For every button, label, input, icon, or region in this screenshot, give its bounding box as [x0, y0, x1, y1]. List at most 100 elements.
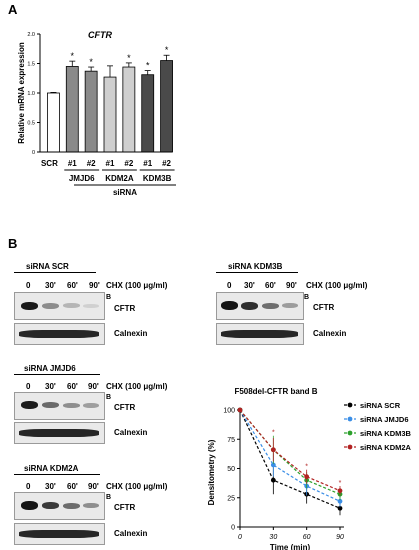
category-label: #1	[106, 159, 115, 168]
time-0: 0	[227, 281, 232, 290]
cftr-band	[42, 303, 59, 309]
data-point	[337, 498, 343, 504]
legend-marker	[347, 444, 353, 450]
chx-label: CHX (100 μg/ml)	[106, 281, 168, 290]
time-0: 0	[26, 382, 31, 391]
band-b-label: B	[106, 394, 112, 401]
data-point	[270, 447, 276, 453]
time-60: 60'	[67, 482, 78, 491]
cftr-label: CFTR	[114, 403, 136, 412]
y-tick-label: 1.5	[27, 62, 35, 68]
y-tick-label: 75	[227, 437, 235, 444]
blot-cftr-jmjd6	[14, 392, 105, 420]
series-line	[239, 409, 341, 492]
blot-title-underline	[14, 374, 100, 375]
y-tick-label: 0.5	[27, 121, 35, 127]
time-90: 90'	[88, 482, 99, 491]
calnexin-label: Calnexin	[313, 329, 347, 338]
blot-title-scr: siRNA SCR	[26, 262, 69, 271]
blot-title-underline	[14, 272, 96, 273]
y-tick-label: 25	[227, 495, 235, 502]
bar	[141, 74, 155, 153]
blot-cftr-kdm2a	[14, 492, 105, 520]
group-label: JMJD6	[69, 174, 95, 183]
category-label: SCR	[41, 159, 58, 168]
significance-star: *	[146, 61, 150, 71]
line-chart: F508del-CFTR band B 0 25 50 75 100 0 30 60 90 Dens…	[207, 387, 412, 550]
blot-calnexin-scr	[14, 323, 105, 345]
y-tick-label: 100	[223, 408, 235, 415]
significance-star: *	[127, 53, 131, 63]
data-point	[337, 488, 343, 494]
significance-star: *	[272, 430, 275, 437]
category-label: #1	[68, 159, 77, 168]
chx-label: CHX (100 μg/ml)	[306, 281, 368, 290]
blot-title-kdm2a: siRNA KDM2A	[24, 464, 79, 473]
time-60: 60'	[67, 281, 78, 290]
time-90: 90'	[89, 281, 100, 290]
cftr-band	[21, 302, 38, 310]
legend-marker	[347, 430, 353, 436]
legend-label: siRNA KDM2A	[360, 443, 412, 452]
y-tick-label: 0	[231, 525, 235, 532]
significance-star: *	[71, 51, 75, 61]
significance-star: *	[339, 480, 342, 487]
category-label: #2	[162, 159, 171, 168]
time-60: 60'	[265, 281, 276, 290]
blot-calnexin-jmjd6	[14, 422, 105, 444]
legend-marker	[347, 416, 353, 422]
x-tick-label: 90	[336, 534, 344, 541]
y-tick-label: 50	[227, 466, 235, 473]
blot-title-underline	[14, 474, 100, 475]
significance-star: *	[165, 45, 169, 55]
y-axis-label: Relative mRNA expression	[17, 42, 26, 144]
x-tick-label: 0	[238, 534, 242, 541]
bar	[84, 70, 98, 153]
x-tick-label: 30	[269, 534, 277, 541]
legend-label: siRNA KDM3B	[360, 429, 412, 438]
x-axis-label: siRNA	[113, 188, 137, 197]
y-tick-label: 0	[32, 150, 35, 156]
group-label: KDM2A	[105, 174, 134, 183]
legend-marker	[347, 402, 353, 408]
category-label: #2	[124, 159, 133, 168]
time-90: 90'	[88, 382, 99, 391]
legend-label: siRNA JMJD6	[360, 415, 409, 424]
data-point	[337, 505, 343, 511]
cftr-band	[83, 304, 99, 308]
data-point	[304, 474, 310, 480]
chart-title: F508del-CFTR band B	[234, 387, 317, 396]
series-line	[239, 409, 341, 509]
blot-cftr-scr	[14, 292, 105, 320]
legend-label: siRNA SCR	[360, 401, 401, 410]
time-30: 30'	[45, 281, 56, 290]
series-line	[239, 409, 341, 495]
time-30: 30'	[45, 482, 56, 491]
cftr-label: CFTR	[313, 303, 335, 312]
bar	[160, 60, 173, 153]
chx-label: CHX (100 μg/ml)	[106, 382, 168, 391]
panel-b-letter: B	[8, 236, 18, 251]
y-tick-label: 2.0	[27, 32, 35, 38]
data-point	[270, 462, 276, 468]
chart-title: CFTR	[88, 30, 112, 40]
time-90: 90'	[286, 281, 297, 290]
bar	[65, 66, 79, 153]
x-axis-label: Time (min)	[270, 543, 311, 550]
band-b-label: B	[106, 494, 112, 501]
time-30: 30'	[244, 281, 255, 290]
calnexin-label: Calnexin	[114, 329, 148, 338]
data-point	[237, 407, 243, 413]
y-tick-label: 1.0	[27, 91, 35, 97]
time-0: 0	[26, 281, 31, 290]
y-axis-label: Densitometry (%)	[207, 439, 216, 505]
calnexin-label: Calnexin	[114, 428, 148, 437]
calnexin-label: Calnexin	[114, 529, 148, 538]
panel-a-letter: A	[8, 2, 18, 17]
bar	[47, 92, 60, 153]
band-b-label: B	[304, 294, 310, 301]
blot-calnexin-kdm2a	[14, 523, 105, 545]
blot-cftr-kdm3b	[216, 292, 304, 320]
blot-title-kdm3b: siRNA KDM3B	[228, 262, 283, 271]
blot-title-underline	[216, 272, 298, 273]
